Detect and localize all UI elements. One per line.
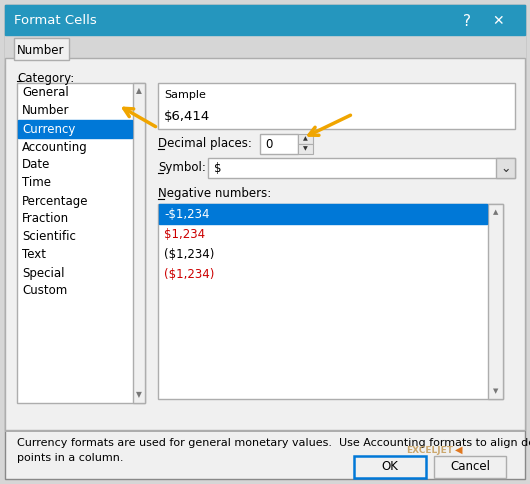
- Bar: [5, 430, 525, 432]
- Bar: [496, 158, 515, 178]
- Text: ▲: ▲: [136, 87, 142, 95]
- Bar: [17, 83, 145, 403]
- Text: Scientific: Scientific: [22, 230, 76, 243]
- Text: $: $: [214, 162, 222, 175]
- Text: ✕: ✕: [492, 14, 504, 28]
- Text: ?: ?: [463, 14, 471, 29]
- Text: ▲: ▲: [303, 136, 308, 141]
- Text: Sample: Sample: [164, 90, 206, 100]
- Bar: [298, 134, 313, 144]
- Text: 0: 0: [265, 137, 272, 151]
- Bar: [5, 35, 525, 65]
- Text: Number: Number: [22, 105, 69, 118]
- Text: Format Cells: Format Cells: [14, 15, 97, 28]
- Text: Special: Special: [22, 267, 65, 279]
- Text: ⌄: ⌄: [500, 162, 511, 175]
- Bar: [354, 456, 426, 478]
- Text: Fraction: Fraction: [22, 212, 69, 226]
- Bar: [159, 204, 487, 224]
- Text: Number: Number: [17, 44, 65, 57]
- Text: Category:: Category:: [17, 72, 74, 85]
- Text: General: General: [22, 87, 69, 100]
- Text: ▼: ▼: [136, 391, 142, 399]
- Text: Currency: Currency: [22, 122, 75, 136]
- Text: ▲: ▲: [493, 209, 498, 215]
- Text: Accounting: Accounting: [22, 140, 88, 153]
- Text: Text: Text: [22, 248, 46, 261]
- Bar: [208, 158, 515, 178]
- Text: Date: Date: [22, 158, 50, 171]
- Text: Symbol:: Symbol:: [158, 162, 206, 175]
- Bar: [434, 456, 506, 478]
- Bar: [488, 204, 503, 399]
- Text: Percentage: Percentage: [22, 195, 89, 208]
- Text: Currency formats are used for general monetary values.  Use Accounting formats t: Currency formats are used for general mo…: [17, 438, 530, 463]
- Text: -$1,234: -$1,234: [164, 208, 209, 221]
- Text: ▼: ▼: [493, 388, 498, 394]
- Bar: [5, 5, 525, 35]
- Text: $1,234: $1,234: [164, 227, 205, 241]
- Text: ($1,234): ($1,234): [164, 268, 214, 281]
- Bar: [158, 204, 503, 399]
- Text: Negative numbers:: Negative numbers:: [158, 187, 271, 200]
- Text: OK: OK: [382, 460, 399, 473]
- Bar: [133, 83, 145, 403]
- Text: ($1,234): ($1,234): [164, 247, 214, 260]
- Bar: [14, 38, 69, 60]
- Text: EXCELJET: EXCELJET: [406, 446, 453, 455]
- Text: ◀: ◀: [455, 445, 463, 455]
- Bar: [5, 58, 525, 430]
- Bar: [298, 144, 313, 154]
- Text: ▼: ▼: [303, 147, 308, 151]
- Text: Cancel: Cancel: [450, 460, 490, 473]
- Text: Decimal places:: Decimal places:: [158, 137, 252, 151]
- Bar: [18, 120, 132, 138]
- Bar: [260, 134, 298, 154]
- Text: Time: Time: [22, 177, 51, 190]
- Text: $6,414: $6,414: [164, 109, 210, 122]
- Text: Custom: Custom: [22, 285, 67, 298]
- Bar: [158, 83, 515, 129]
